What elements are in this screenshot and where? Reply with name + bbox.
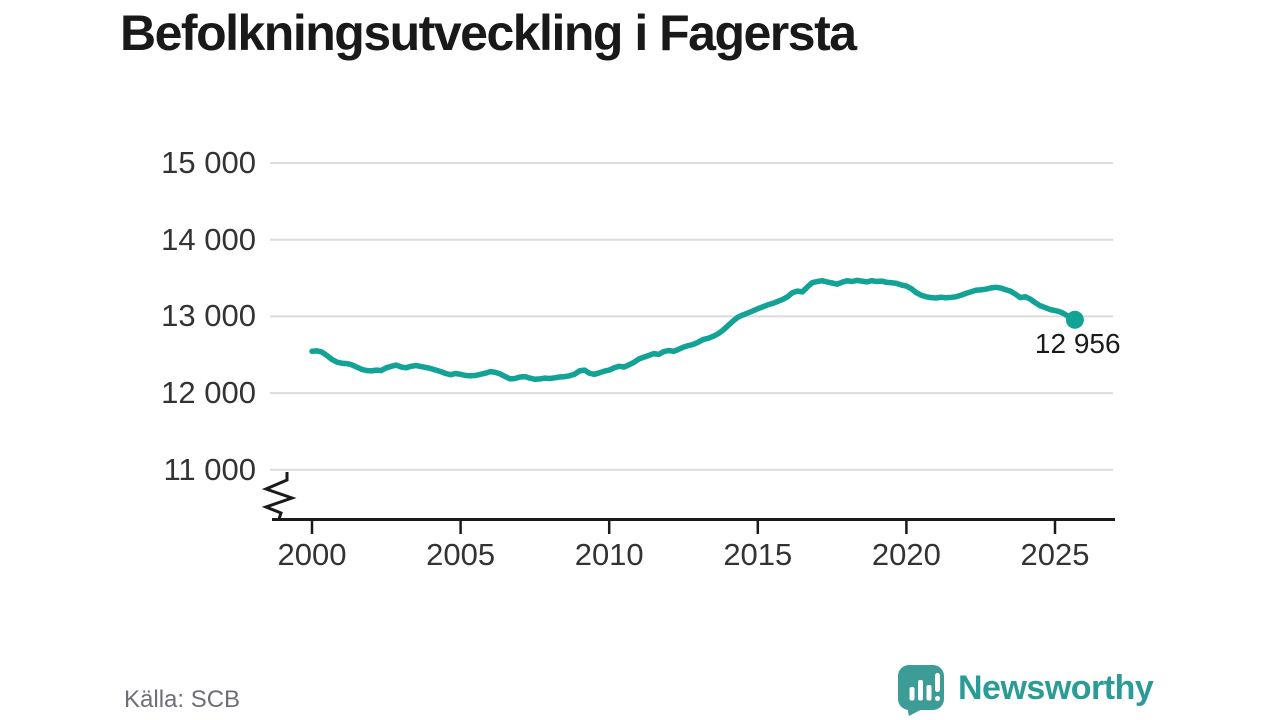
- source-note: Källa: SCB: [124, 686, 241, 713]
- x-axis-label: 2025: [1020, 537, 1090, 572]
- axis-break-icon: [261, 472, 297, 520]
- latest-point-marker: [1065, 310, 1084, 329]
- y-axis-label: 12 000: [161, 375, 256, 411]
- newsworthy-logo-text: Newsworthy: [958, 668, 1154, 707]
- y-axis-label: 13 000: [161, 298, 256, 334]
- gridlines: [270, 162, 1113, 471]
- y-axis-label: 14 000: [161, 221, 256, 257]
- x-axis-label: 2010: [574, 537, 644, 572]
- bar-chart-speech-bubble-icon: [898, 665, 944, 716]
- page-title: Befolkningsutveckling i Fagersta: [120, 5, 857, 61]
- latest-value-label: 12 956: [1034, 327, 1121, 359]
- population-line: [309, 277, 1078, 383]
- x-axis-label: 2000: [277, 537, 347, 572]
- x-axis-label: 2005: [426, 537, 496, 572]
- newsworthy-logo[interactable]: Newsworthy: [896, 663, 1154, 717]
- x-axis-label: 2020: [871, 537, 941, 572]
- x-axis: [272, 518, 1115, 534]
- x-axis-label: 2015: [723, 537, 793, 572]
- y-axis-label: 11 000: [163, 451, 256, 487]
- y-axis-label: 15 000: [161, 145, 256, 180]
